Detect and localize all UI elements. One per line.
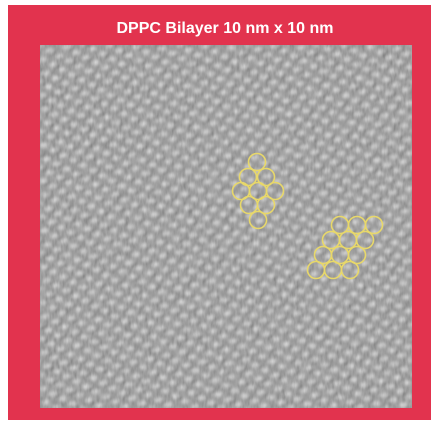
title: DPPC Bilayer 10 nm x 10 nm [117, 20, 334, 37]
figure: DPPC Bilayer 10 nm x 10 nm [0, 0, 439, 425]
page: DPPC Bilayer 10 nm x 10 nm (() => { cons… [0, 0, 439, 425]
afm-image [40, 45, 412, 408]
